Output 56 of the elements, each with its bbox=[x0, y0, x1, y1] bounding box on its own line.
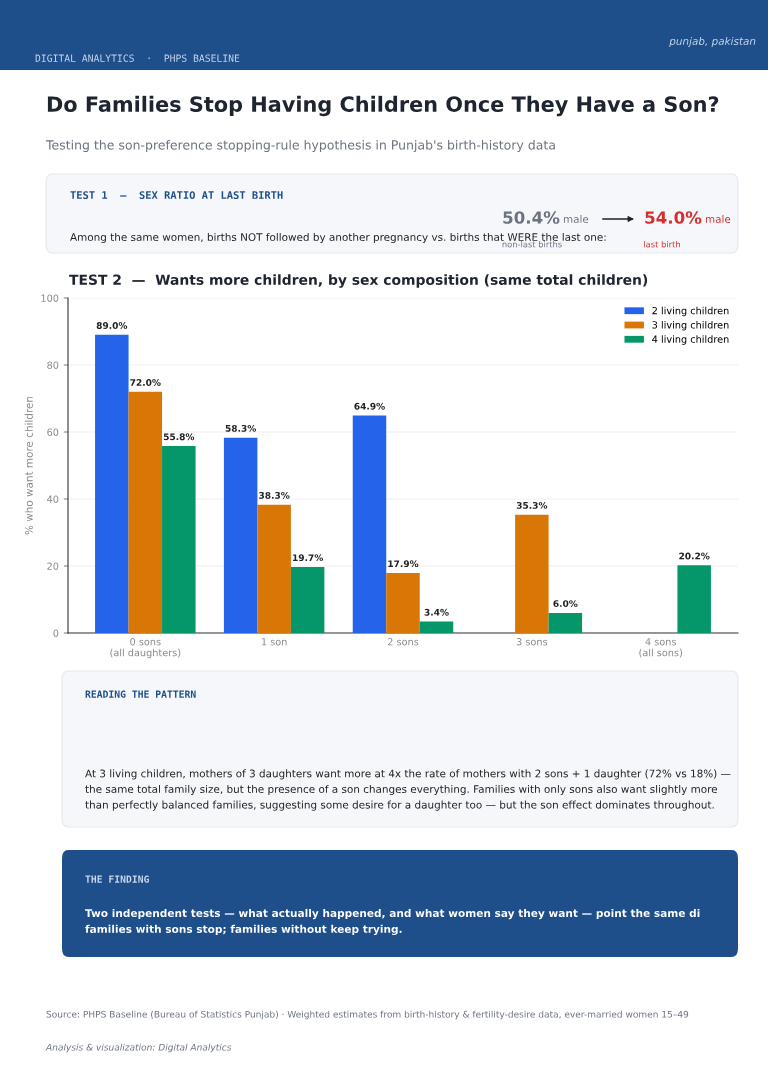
y-tick-label: 60 bbox=[47, 428, 59, 436]
bar bbox=[257, 504, 291, 633]
x-tick-label: 1 son bbox=[262, 638, 287, 646]
bar bbox=[515, 514, 549, 633]
text: Analysis & visualization: Digital Analytics bbox=[45, 1043, 232, 1053]
data-label: 17.9% bbox=[388, 560, 419, 568]
x-tick-label: 4 sons (all sons) bbox=[639, 638, 682, 658]
bar bbox=[419, 621, 454, 633]
text: punjab, pakistan bbox=[669, 36, 756, 48]
text: 50.4% bbox=[503, 211, 560, 224]
data-label: 35.3% bbox=[516, 502, 548, 509]
text: last birth bbox=[644, 240, 680, 248]
text: 54.0% bbox=[645, 211, 702, 224]
chart-subtitle: Testing the son-preference stopping-rule hypothesis in Punjab's birth-history data bbox=[45, 139, 555, 153]
bar bbox=[386, 573, 420, 633]
text: At 3 living children, mothers of 3 daughters want more at 4x the rate of mothers with 2 sons + 1 daughter (72% vs 18%) — the same total family size, but the presence of a son changes everything. Families with only sons also want slightly more than perfectly balanced families, suggesting some desire for a daughter too — but the son effect dominates throughout. bbox=[85, 769, 731, 811]
data-label: 38.3% bbox=[259, 491, 290, 499]
y-tick-label: 100 bbox=[41, 294, 59, 302]
data-label: 55.8% bbox=[163, 433, 195, 441]
bar bbox=[352, 415, 387, 633]
bar bbox=[677, 565, 711, 633]
legend-label: 2 living children bbox=[652, 306, 729, 317]
data-label: 58.3% bbox=[225, 424, 257, 432]
legend-label: 4 living children bbox=[652, 335, 729, 345]
x-tick-label: 2 sons bbox=[387, 638, 419, 646]
legend-label: 3 living children bbox=[652, 321, 729, 331]
bar bbox=[223, 437, 258, 633]
text: DIGITAL ANALYTICS · PHPS BASELINE bbox=[35, 54, 240, 62]
text: male bbox=[563, 214, 589, 224]
source-note: Source: PHPS Baseline (Bureau of Statistics Punjab) · Weighted estimates from birth-history & fertility-desire data, ever-married women 15–49 bbox=[46, 1010, 689, 1020]
data-label: 64.9% bbox=[354, 402, 385, 410]
data-label: 6.0% bbox=[553, 600, 578, 607]
x-tick-label: 3 sons bbox=[516, 638, 548, 646]
y-tick-label: 20 bbox=[47, 562, 59, 570]
chart-title: Do Families Stop Having Children Once They Have a Son? bbox=[47, 95, 719, 117]
text: Two independent tests — what actually happened, and what women say they want — point the same di families with sons stop; families without keep trying. bbox=[85, 908, 700, 936]
data-label: 72.0% bbox=[130, 379, 161, 386]
data-label: 19.7% bbox=[293, 554, 324, 562]
y-tick-label: 40 bbox=[47, 495, 59, 503]
data-label: 89.0% bbox=[96, 322, 128, 329]
y-tick-label: 80 bbox=[47, 361, 59, 369]
bar bbox=[290, 567, 325, 633]
x-tick-label: 0 sons (all daughters) bbox=[110, 638, 181, 659]
data-label: 20.2% bbox=[679, 552, 710, 560]
bar bbox=[128, 391, 163, 633]
text: TEST 2 — Wants more children, by sex composition (same total children) bbox=[69, 274, 648, 288]
text: male bbox=[705, 214, 731, 224]
bar bbox=[548, 612, 583, 633]
y-tick-label: 0 bbox=[53, 629, 59, 637]
text: TEST 1 — SEX RATIO AT LAST BIRTH bbox=[70, 191, 283, 200]
bar bbox=[162, 446, 196, 633]
data-label: 3.4% bbox=[424, 608, 449, 616]
bar bbox=[95, 334, 129, 633]
text: THE FINDING bbox=[85, 875, 149, 883]
y-axis-title: % who want more children bbox=[24, 396, 33, 535]
text: READING THE PATTERN bbox=[85, 690, 196, 698]
